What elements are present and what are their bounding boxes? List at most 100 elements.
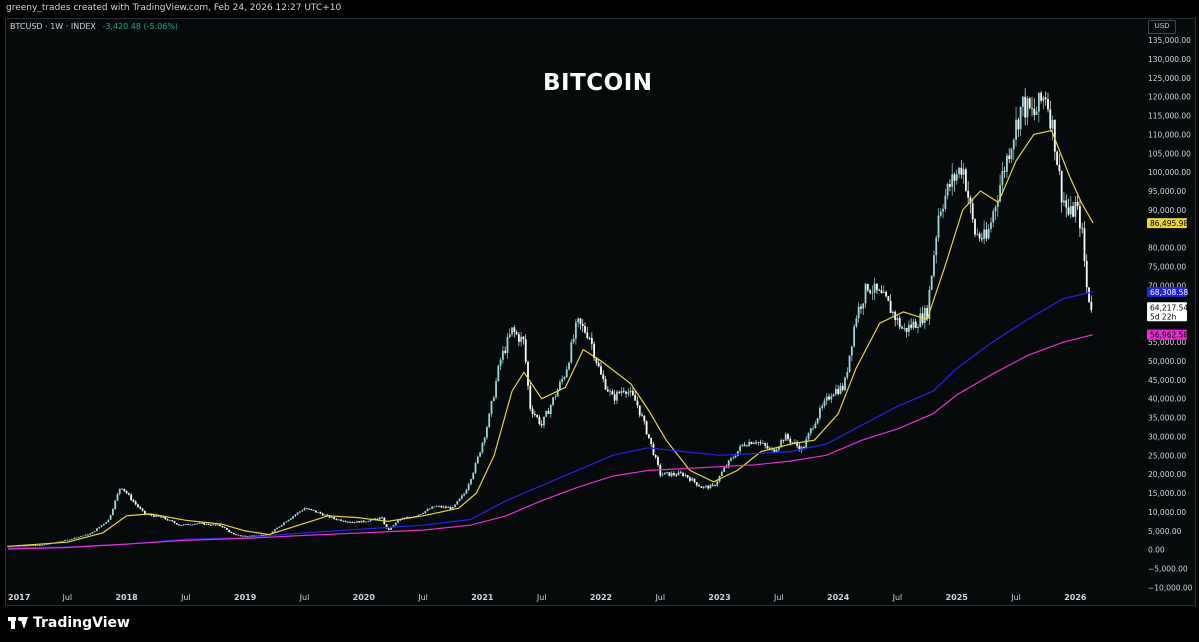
candle-body [600,366,602,375]
candle-body [7,545,9,547]
chart-panel[interactable] [5,18,1196,606]
candle-body [622,391,625,392]
candle-body [953,174,956,181]
x-tick-label: Jul [417,593,428,602]
candle-body [294,514,297,517]
candle-body [563,377,566,379]
candle-body [114,500,117,510]
candle-body [1031,107,1033,109]
candle-body [855,318,858,327]
candle-body [59,541,62,543]
candle-body [492,397,495,401]
candle-body [570,342,573,363]
candle-body [529,385,532,409]
candle-body [246,536,249,537]
candle-body [903,327,906,329]
candle-body [1035,111,1038,115]
ma_slow-line [7,334,1094,550]
candle-body [857,306,860,319]
candle-body [976,233,979,235]
candle-body [864,283,867,304]
candle-body [520,336,523,342]
candle-body [670,473,673,477]
candle-body [454,504,456,508]
candle-body [996,201,999,207]
candle-body [789,438,792,443]
currency-button[interactable]: USD [1148,20,1176,34]
candle-body [853,326,856,347]
candle-body [702,486,705,488]
candle-body [41,544,44,546]
candle-body [994,206,997,212]
candle-body [495,381,497,398]
price-chart[interactable]: 135,000.00 130,000.00 125,000.00 120,000.00… [0,0,1199,606]
candle-body [693,478,696,483]
candle-body [677,472,680,476]
price-label-box [1147,286,1187,297]
candle-body [429,508,431,510]
candle-body [850,346,853,356]
candle-body [805,439,808,448]
candle-body [191,524,194,526]
candle-body [668,472,671,477]
candle-body [239,535,242,537]
candle-body [422,513,424,514]
candle-body [912,321,915,328]
footer-bar [0,606,1199,642]
candle-body [219,524,222,527]
candle-body [784,434,787,441]
candle-body [289,518,292,520]
candle-body [406,517,409,518]
candle-body [609,391,611,393]
candle-body [700,486,703,488]
candle-body [540,424,543,426]
candle-body [627,392,630,394]
candle-body [816,418,819,424]
candle-body [180,525,183,526]
x-tick-label: Jul [536,593,547,602]
candle-body [645,421,648,435]
y-tick-label: 95,000.00 [1148,187,1186,196]
candle-body [1006,155,1008,172]
candle-body [969,197,972,204]
candle-body [830,396,833,400]
symbol-legend[interactable]: BTCUSD · 1W · INDEX -3,420.48 (-5.06%) [10,22,178,31]
candle-body [581,323,584,327]
candle-body [1088,287,1090,302]
candle-body [720,471,723,476]
candle-body [796,442,799,446]
candle-body [75,537,78,539]
candle-body [321,513,324,516]
candle-body [23,545,25,547]
candle-body [1026,98,1029,118]
y-tick-label: 120,000.00 [1148,93,1191,102]
y-tick-label: 25,000.00 [1148,451,1186,460]
candle-body [1042,97,1045,101]
candle-body [1015,119,1017,140]
candle-body [611,391,614,395]
x-tick-label: 2019 [234,593,257,602]
candle-body [203,523,206,525]
candle-body [876,283,878,291]
candle-body [782,440,785,441]
candle-body [812,428,814,430]
candle-body [200,522,203,524]
chart-title: BITCOIN [543,70,653,96]
candle-body [625,391,627,394]
candle-body [1069,206,1072,215]
candle-body [962,169,965,175]
candle-body [618,391,621,393]
candle-body [730,458,732,461]
candle-body [278,526,281,528]
candle-body [636,400,639,406]
x-tick-label: Jul [892,593,903,602]
candle-body [793,442,796,443]
candle-body [1060,171,1063,203]
candle-body [1003,170,1006,172]
candle-body [137,504,139,507]
candle-body [602,374,605,380]
candle-body [82,535,85,537]
tradingview-brand[interactable]: TradingView [8,615,130,631]
candle-body [283,522,285,526]
candle-body [657,457,659,465]
